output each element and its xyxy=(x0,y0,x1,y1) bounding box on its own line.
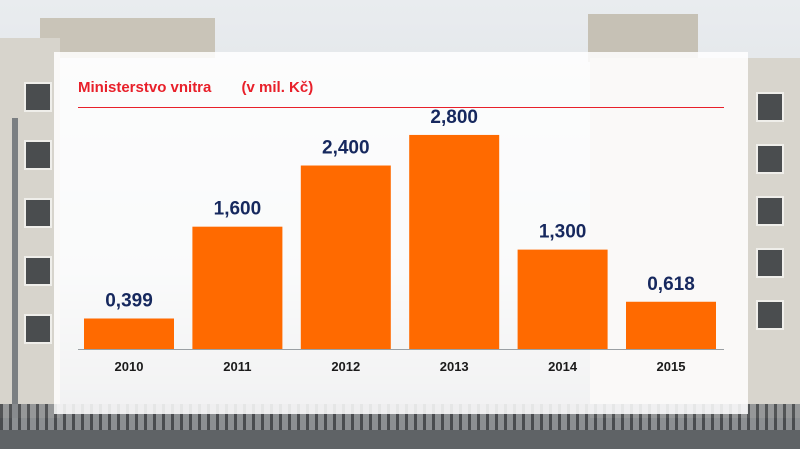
building-window xyxy=(756,300,784,330)
chart-title: Ministerstvo vnitra xyxy=(78,79,212,96)
x-tick-label-2014: 2014 xyxy=(548,359,578,374)
x-tick-label-2012: 2012 xyxy=(331,359,360,374)
title-divider xyxy=(78,107,724,108)
value-label-2013: 2,800 xyxy=(430,107,478,128)
chart-unit-subtitle: (v mil. Kč) xyxy=(241,79,314,96)
building-window xyxy=(24,198,52,228)
bar-2012 xyxy=(300,165,391,349)
x-tick-label-2010: 2010 xyxy=(115,359,144,374)
bar-2015 xyxy=(626,301,716,349)
value-label-2011: 1,600 xyxy=(214,199,262,220)
building-window xyxy=(756,92,784,122)
value-label-2015: 0,618 xyxy=(647,274,695,295)
bar-chart: 0,399 2010 1,600 2011 2,400 2012 2,800 2013 1,30… xyxy=(78,107,724,374)
bar-2010 xyxy=(84,318,174,349)
chart-panel: Ministerstvo vnitra (v mil. Kč) 0,399 201… xyxy=(54,52,748,414)
building-roof-left xyxy=(40,18,215,58)
x-tick-label-2011: 2011 xyxy=(223,359,251,374)
street-lamp-pole xyxy=(12,118,18,418)
building-window xyxy=(756,248,784,278)
x-tick-label-2015: 2015 xyxy=(657,359,686,374)
bar-2013 xyxy=(409,134,500,349)
street xyxy=(0,430,800,449)
building-window xyxy=(24,314,52,344)
building-window xyxy=(756,196,784,226)
x-tick-label-2013: 2013 xyxy=(440,359,469,374)
value-label-2010: 0,399 xyxy=(105,290,153,311)
building-window xyxy=(24,82,52,112)
value-label-2012: 2,400 xyxy=(322,138,370,159)
building-window xyxy=(756,144,784,174)
chart-title-row: Ministerstvo vnitra (v mil. Kč) xyxy=(78,79,313,96)
bar-2011 xyxy=(192,226,283,349)
building-window xyxy=(24,140,52,170)
building-window xyxy=(24,256,52,286)
bar-2014 xyxy=(517,249,608,349)
value-label-2014: 1,300 xyxy=(539,222,587,243)
